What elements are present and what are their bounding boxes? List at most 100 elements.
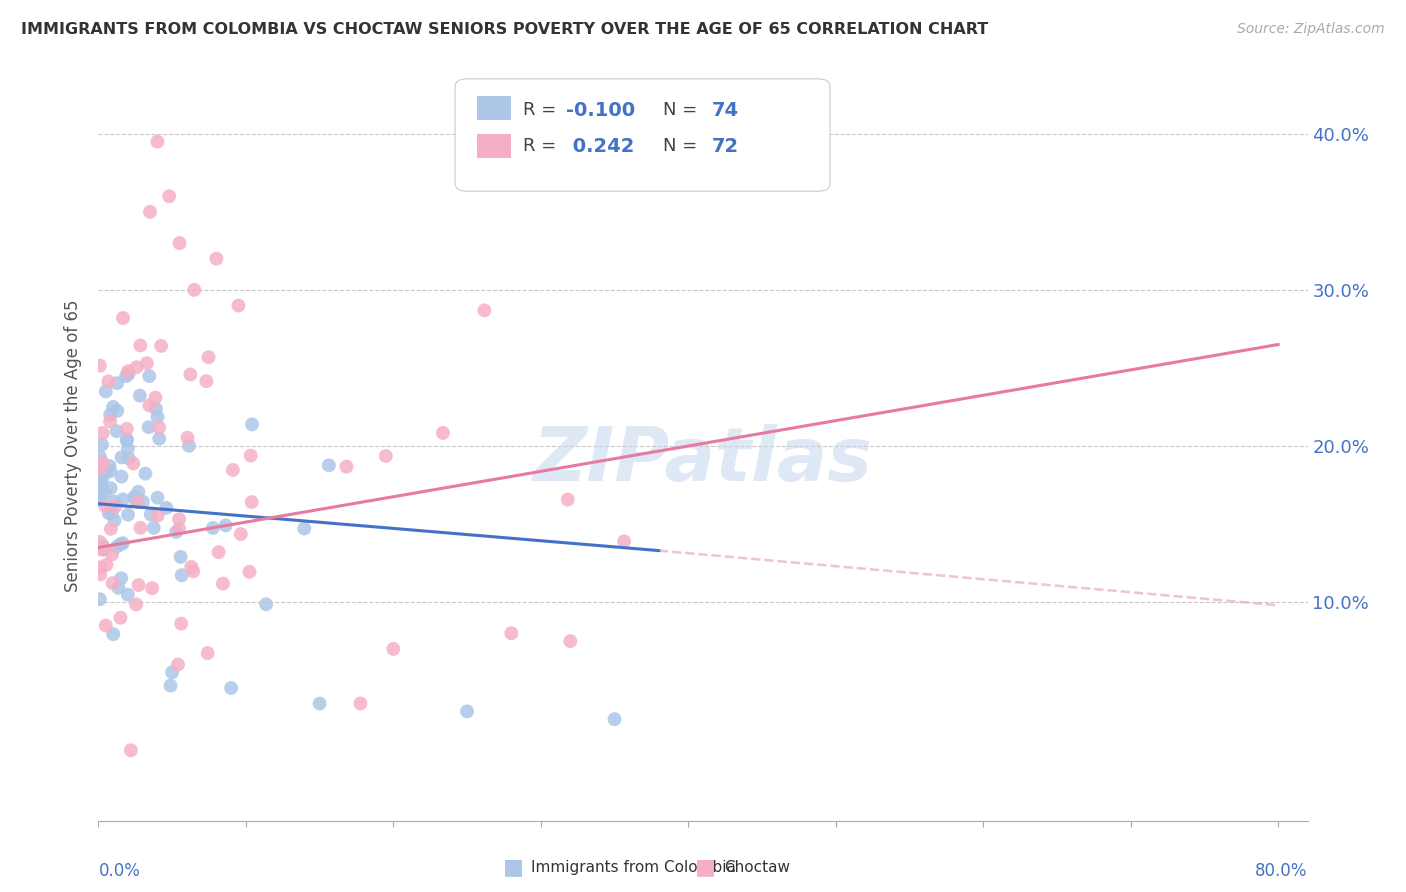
Point [138, 398, 160, 412]
Point [103, 627, 125, 641]
Point [145, 391, 167, 405]
Point [205, 252, 228, 266]
Point [456, 705, 478, 719]
Text: N =: N = [664, 137, 703, 155]
Text: 72: 72 [711, 137, 738, 156]
Point [146, 135, 169, 149]
Text: ZIPatlas: ZIPatlas [533, 425, 873, 498]
Text: 74: 74 [711, 102, 738, 120]
Text: Choctaw: Choctaw [724, 860, 790, 874]
Point [179, 368, 201, 382]
Point [97, 506, 120, 520]
Point [94, 384, 117, 399]
Point [207, 545, 229, 559]
Point [128, 389, 150, 403]
Point [139, 205, 162, 219]
Point [374, 449, 396, 463]
Point [94, 486, 117, 500]
Point [124, 490, 146, 504]
Point [89, 567, 111, 582]
Point [117, 442, 139, 456]
Point [167, 522, 190, 536]
Point [115, 434, 138, 448]
Point [169, 549, 191, 564]
Point [150, 339, 173, 353]
Point [117, 588, 139, 602]
Point [292, 521, 315, 535]
Point [197, 646, 219, 660]
Point [122, 457, 145, 471]
Text: IMMIGRANTS FROM COLOMBIA VS CHOCTAW SENIORS POVERTY OVER THE AGE OF 65 CORRELATI: IMMIGRANTS FROM COLOMBIA VS CHOCTAW SENI… [21, 22, 988, 37]
Point [89, 592, 111, 607]
Point [176, 431, 198, 445]
Point [98, 458, 121, 473]
Point [91, 456, 114, 470]
Point [98, 414, 121, 428]
Point [212, 576, 235, 591]
Point [100, 464, 122, 478]
Text: ■: ■ [503, 857, 523, 877]
Point [167, 512, 190, 526]
Point [125, 360, 148, 375]
Point [139, 508, 162, 522]
Point [142, 521, 165, 535]
Point [117, 364, 139, 378]
Point [103, 513, 125, 527]
Point [240, 417, 263, 432]
Point [146, 409, 169, 424]
Point [148, 432, 170, 446]
Point [89, 359, 111, 373]
Point [104, 500, 127, 514]
Point [138, 369, 160, 384]
Point [91, 539, 114, 553]
Point [115, 369, 138, 384]
Point [127, 495, 149, 509]
Point [159, 679, 181, 693]
Point [105, 424, 128, 438]
Point [134, 467, 156, 481]
Point [148, 420, 170, 434]
Point [91, 472, 114, 486]
Text: R =: R = [523, 102, 562, 120]
Point [115, 433, 138, 447]
Point [118, 451, 141, 466]
Point [165, 524, 187, 539]
Point [89, 535, 111, 549]
Point [135, 356, 157, 370]
Text: 0.242: 0.242 [567, 137, 634, 156]
Point [105, 404, 128, 418]
Point [124, 491, 146, 506]
Point [129, 521, 152, 535]
Point [90, 479, 112, 493]
Point [228, 299, 250, 313]
Point [110, 537, 132, 551]
Point [98, 408, 121, 422]
Point [91, 425, 114, 440]
Point [89, 461, 111, 475]
Point [432, 425, 454, 440]
Point [308, 697, 330, 711]
Point [181, 564, 204, 578]
Point [93, 541, 115, 556]
Point [238, 565, 260, 579]
FancyBboxPatch shape [456, 78, 830, 191]
Point [117, 508, 139, 522]
Point [138, 420, 160, 434]
Text: N =: N = [664, 102, 703, 120]
Point [180, 559, 202, 574]
Point [107, 581, 129, 595]
Point [105, 376, 128, 391]
Point [89, 560, 111, 574]
Point [229, 527, 252, 541]
Point [155, 500, 177, 515]
Point [197, 350, 219, 364]
Point [97, 375, 120, 389]
Point [613, 534, 636, 549]
Y-axis label: Seniors Poverty Over the Age of 65: Seniors Poverty Over the Age of 65 [65, 300, 83, 592]
Point [89, 475, 111, 490]
Point [183, 283, 205, 297]
Point [201, 521, 224, 535]
Point [169, 236, 191, 251]
Point [100, 522, 122, 536]
Text: -0.100: -0.100 [567, 102, 636, 120]
